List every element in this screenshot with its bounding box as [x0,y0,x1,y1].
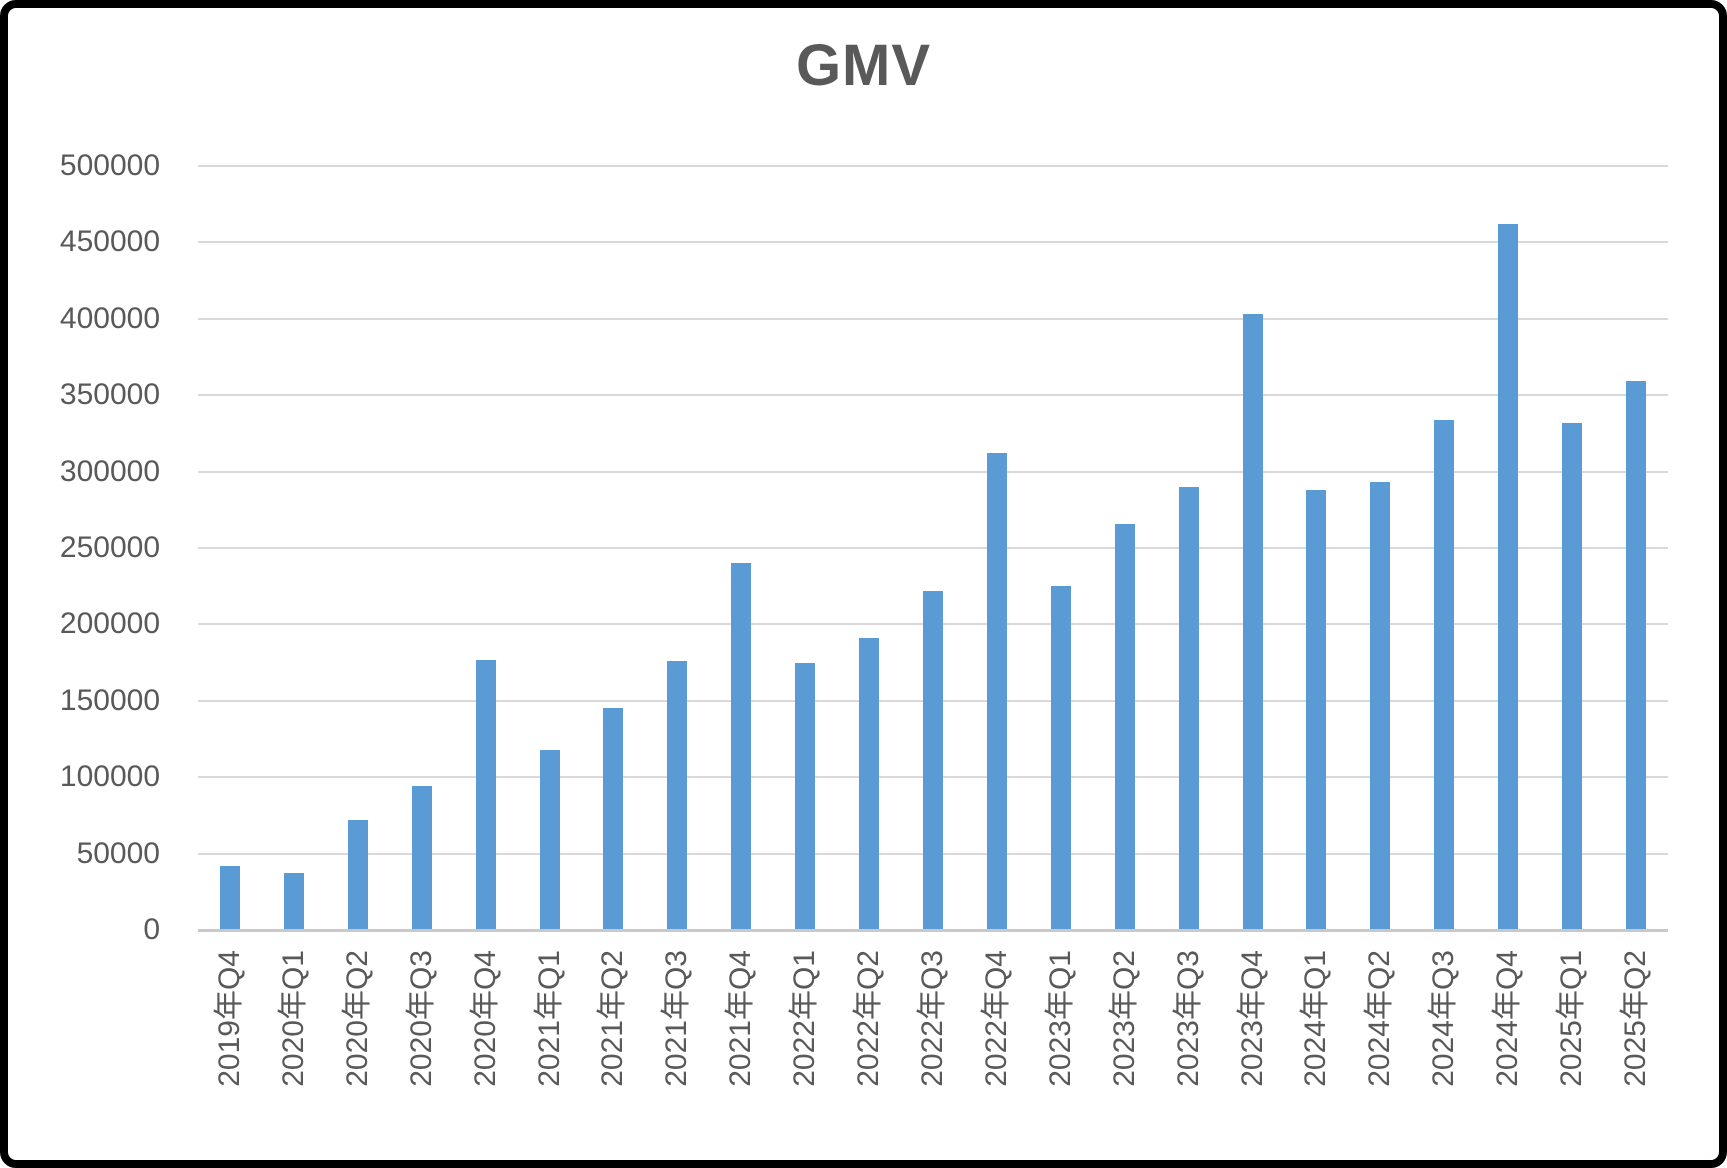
x-tick-label: 2023年Q2 [1107,950,1141,1087]
bar-2020-q1 [283,873,304,930]
x-tick-label: 2019年Q4 [212,950,246,1087]
y-gridline-250000 [198,547,1668,549]
y-tick-label: 500000 [59,149,160,182]
bar-2022-q3 [923,590,943,930]
x-tick-label: 2021年Q4 [724,950,758,1087]
x-axis-line [198,929,1668,932]
x-tick-label: 2020年Q1 [276,950,310,1087]
x-tick-label: 2020年Q2 [340,950,374,1087]
bar-2021-q2 [603,708,624,930]
chart-title: GMV [795,33,932,98]
x-tick-label: 2023年Q3 [1171,950,1205,1087]
x-tick-label: 2024年Q2 [1363,950,1397,1087]
x-tick-label: 2023年Q1 [1043,950,1077,1087]
bar-2021-q1 [539,749,560,930]
x-tick-label: 2023年Q4 [1235,950,1269,1087]
bar-2023-q1 [1050,586,1071,930]
x-tick-label: 2021年Q2 [596,950,630,1087]
y-tick-label: 50000 [76,836,160,870]
y-tick-label: 200000 [59,607,160,641]
x-tick-label: 2021年Q3 [660,950,694,1087]
x-tick-label: 2022年Q2 [852,950,886,1087]
bar-2023-q2 [1114,523,1135,930]
bar-2022-q1 [795,662,816,930]
x-tick-label: 2024年Q4 [1491,950,1525,1087]
y-gridline-500000 [198,165,1668,167]
bar-2023-q4 [1242,314,1263,930]
x-tick-label: 2025年Q1 [1555,950,1589,1087]
bar-2022-q2 [859,638,880,930]
y-tick-label: 400000 [59,301,160,335]
bar-2025-q2 [1626,381,1647,930]
x-tick-label: 2025年Q2 [1619,950,1653,1087]
bar-2024-q4 [1498,224,1519,930]
y-tick-label: 0 [143,913,160,946]
bar-2024-q1 [1306,489,1327,930]
x-tick-label: 2024年Q1 [1299,950,1333,1087]
bar-2024-q3 [1434,419,1455,930]
y-tick-label: 300000 [59,454,160,488]
x-tick-label: 2021年Q1 [532,950,566,1087]
bar-2019-q4 [219,865,240,930]
bar-2020-q3 [411,786,432,930]
bar-2025-q1 [1562,422,1583,930]
bar-2020-q4 [475,659,496,930]
bar-2024-q2 [1370,482,1391,930]
x-tick-label: 2024年Q3 [1427,950,1461,1087]
x-tick-label: 2022年Q4 [979,950,1013,1087]
y-tick-label: 150000 [59,683,160,717]
bar-2022-q4 [986,453,1007,930]
bar-2021-q3 [667,661,688,930]
x-tick-label: 2022年Q3 [916,950,949,1087]
y-tick-label: 350000 [59,378,160,412]
x-tick-label: 2020年Q3 [404,950,438,1087]
y-tick-label: 250000 [59,531,160,564]
y-gridline-400000 [198,317,1668,320]
x-tick-label: 2022年Q1 [788,950,822,1087]
y-gridline-300000 [198,470,1668,473]
bar-2021-q4 [731,563,752,930]
y-tick-label: 100000 [59,760,160,794]
x-tick-label: 2020年Q4 [468,950,502,1087]
y-gridline-350000 [198,394,1668,397]
y-tick-label: 450000 [59,225,160,259]
bar-2020-q2 [347,819,368,930]
bar-2023-q3 [1178,486,1199,930]
y-gridline-450000 [198,241,1668,244]
